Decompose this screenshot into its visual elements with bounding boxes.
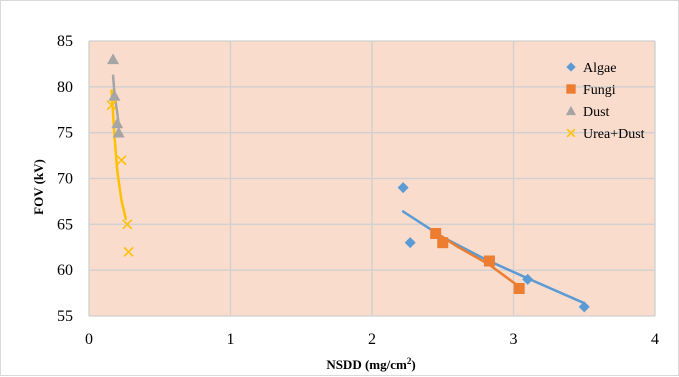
legend-marker-algae xyxy=(566,62,576,72)
fungi-point xyxy=(513,283,525,294)
fungi-point xyxy=(430,228,442,239)
dust-point xyxy=(107,53,120,65)
x-tick-label: 3 xyxy=(510,331,518,348)
y-tick-label: 85 xyxy=(57,33,73,50)
x-axis-title: NSDD (mg/cm2) xyxy=(326,356,415,372)
fungi-point xyxy=(437,237,449,249)
y-tick-label: 60 xyxy=(57,262,73,279)
algae-point xyxy=(397,182,409,194)
dust-point xyxy=(108,90,121,101)
urea-dust-point xyxy=(116,155,127,166)
y-tick-label: 70 xyxy=(57,171,73,188)
y-axis-ticks: 55 60 65 70 75 80 85 xyxy=(57,33,73,325)
legend-marker-fungi xyxy=(566,84,576,94)
algae-point xyxy=(578,301,590,313)
x-tick-label: 4 xyxy=(651,331,659,348)
legend-label-fungi: Fungi xyxy=(583,83,616,98)
x-tick-label: 2 xyxy=(368,331,376,348)
legend-marker-urea-dust xyxy=(566,128,576,138)
dust-point xyxy=(111,117,124,129)
urea-dust-point xyxy=(123,246,134,257)
urea-dust-trendline xyxy=(110,89,128,221)
y-tick-label: 75 xyxy=(57,125,73,142)
dust-point xyxy=(112,126,125,138)
x-axis-title-main: NSDD (mg/cm xyxy=(326,357,407,372)
y-axis-title: FOV (kV) xyxy=(31,159,46,215)
y-tick-label: 65 xyxy=(57,216,73,233)
legend-label-dust: Dust xyxy=(583,105,610,120)
gridlines xyxy=(88,40,656,317)
y-tick-label: 55 xyxy=(57,308,73,325)
algae-point xyxy=(404,237,416,249)
fungi-point xyxy=(483,255,495,267)
urea-dust-point xyxy=(122,219,133,230)
x-tick-label: 0 xyxy=(85,331,93,348)
legend-marker-dust xyxy=(565,105,577,116)
legend-label-urea-dust: Urea+Dust xyxy=(583,127,645,142)
data-points xyxy=(106,53,590,313)
legend-label-algae: Algae xyxy=(583,61,616,76)
legend: Algae Fungi Dust Urea+Dust xyxy=(565,61,645,142)
y-tick-label: 80 xyxy=(57,79,73,96)
algae-point xyxy=(522,273,534,285)
x-tick-label: 1 xyxy=(227,331,235,348)
urea-dust-point xyxy=(106,100,117,111)
x-axis-ticks: 0 1 2 3 4 xyxy=(85,331,659,348)
x-axis-title-superscript: 2 xyxy=(407,356,412,366)
x-axis-title-suffix: ) xyxy=(411,357,415,372)
